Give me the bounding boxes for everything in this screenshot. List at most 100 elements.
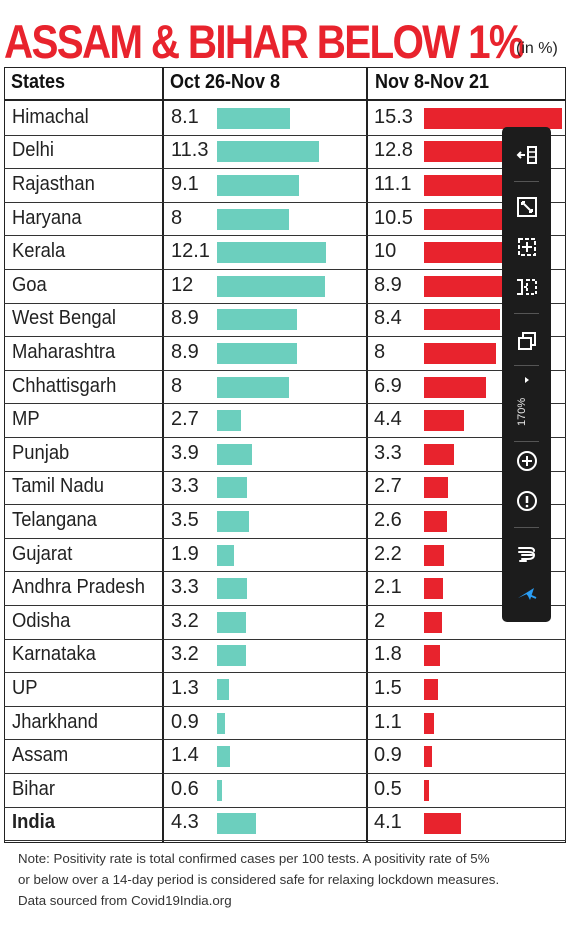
value-label-period-2: 12.8 (374, 139, 413, 162)
value-label-period-1: 1.9 (171, 542, 199, 565)
state-label: Assam (12, 744, 69, 767)
row-divider (4, 201, 566, 203)
chart-title-text: ASSAM & BIHAR BELOW 1% (4, 15, 525, 68)
hand-tool-icon[interactable] (502, 537, 551, 569)
fit-width-icon[interactable] (502, 271, 551, 303)
value-label-period-2: 3.3 (374, 441, 402, 464)
bar-period-1 (217, 746, 230, 768)
footnote-line: Data sourced from Covid19India.org (18, 893, 232, 908)
data-table (4, 67, 566, 843)
bar-period-2 (424, 275, 505, 297)
state-label: MP (12, 408, 40, 431)
row-divider (4, 504, 566, 506)
bar-period-2 (424, 578, 443, 600)
bar-period-1 (217, 544, 235, 566)
bar-period-1 (217, 578, 247, 600)
row-divider (4, 302, 566, 304)
select-arrow-icon[interactable] (502, 577, 551, 609)
fit-page-icon[interactable] (502, 191, 551, 223)
bar-period-1 (217, 410, 242, 432)
bar-period-1 (217, 242, 326, 264)
bar-period-1 (217, 511, 249, 532)
collapse-panel-icon[interactable] (502, 139, 551, 171)
state-label: Haryana (12, 206, 82, 229)
value-label-period-2: 2 (374, 609, 386, 632)
state-label: Tamil Nadu (12, 475, 105, 498)
state-label: Delhi (12, 139, 54, 162)
state-label: Chhattisgarh (12, 374, 117, 397)
bar-period-2 (424, 343, 496, 364)
value-label-period-1: 9.1 (171, 173, 199, 195)
value-label-period-1: 8 (171, 374, 183, 397)
copy-icon[interactable] (502, 325, 551, 357)
bar-period-1 (217, 477, 247, 499)
value-label-period-2: 8.4 (374, 307, 402, 330)
value-label-period-1: 2.7 (171, 408, 199, 431)
bar-period-1 (217, 107, 290, 129)
row-divider (4, 134, 566, 136)
value-label-period-1: 8.1 (171, 105, 199, 128)
state-label: Andhra Pradesh (12, 576, 145, 599)
state-label: Maharashtra (12, 341, 116, 363)
value-label-period-1: 3.2 (171, 609, 199, 632)
state-label: Goa (12, 273, 47, 296)
state-label: Telangana (12, 509, 97, 531)
value-label-period-2: 1.5 (374, 677, 402, 699)
actual-size-icon[interactable] (502, 231, 551, 263)
column-divider (366, 67, 368, 843)
info-icon[interactable] (502, 485, 551, 517)
value-label-period-2: 0.9 (374, 744, 402, 767)
toolbar-divider (514, 527, 539, 528)
value-label-period-2: 0.5 (374, 777, 402, 800)
state-label: Himachal (12, 105, 89, 128)
bar-period-1 (217, 343, 298, 364)
state-label: Bihar (12, 777, 55, 800)
value-label-period-1: 3.5 (171, 509, 199, 531)
bar-period-2 (424, 208, 519, 230)
row-divider (4, 638, 566, 640)
value-label-period-1: 12.1 (171, 240, 210, 263)
value-label-period-1: 8.9 (171, 307, 199, 330)
footnote: Note: Positivity rate is total confirmed… (18, 848, 558, 911)
state-label: Punjab (12, 441, 70, 464)
bar-period-1 (217, 443, 253, 465)
value-label-period-2: 10 (374, 240, 397, 263)
column-divider (162, 67, 164, 843)
row-divider (4, 369, 566, 371)
bar-period-2 (424, 410, 464, 432)
toolbar-divider (514, 181, 539, 182)
state-label: West Bengal (12, 307, 116, 330)
state-label: Kerala (12, 240, 66, 263)
value-label-period-2: 11.1 (374, 173, 412, 195)
row-divider (4, 672, 566, 674)
bar-period-1 (217, 275, 325, 297)
bar-period-2 (424, 443, 454, 465)
chart-title: ASSAM & BIHAR BELOW 1% (4, 14, 572, 68)
value-label-period-2: 2.2 (374, 542, 402, 565)
bar-period-1 (217, 645, 246, 667)
value-label-period-2: 6.9 (374, 374, 402, 397)
value-label-period-1: 3.2 (171, 643, 199, 666)
value-label-period-1: 4.3 (171, 811, 199, 834)
row-divider (4, 605, 566, 606)
bar-period-1 (217, 175, 299, 196)
toolbar-divider (514, 441, 539, 442)
value-label-period-1: 0.6 (171, 777, 199, 800)
bar-period-2 (424, 242, 514, 264)
header-states: States (11, 71, 66, 93)
value-label-period-2: 8.9 (374, 273, 402, 296)
value-label-period-1: 0.9 (171, 710, 199, 733)
bar-period-1 (217, 679, 229, 700)
state-label: UP (12, 677, 38, 699)
header-period-1: Oct 26-Nov 8 (170, 71, 281, 93)
value-label-period-1: 11.3 (171, 139, 209, 162)
zoom-in-icon[interactable] (502, 445, 551, 477)
expand-arrow-icon[interactable] (502, 367, 551, 393)
value-label-period-2: 10.5 (374, 206, 413, 229)
row-divider (4, 537, 566, 539)
row-divider (4, 705, 566, 707)
bar-period-1 (217, 141, 319, 163)
value-label-period-2: 15.3 (374, 105, 413, 128)
zoom-level[interactable]: 170% (516, 397, 528, 427)
state-label: Gujarat (12, 542, 73, 565)
